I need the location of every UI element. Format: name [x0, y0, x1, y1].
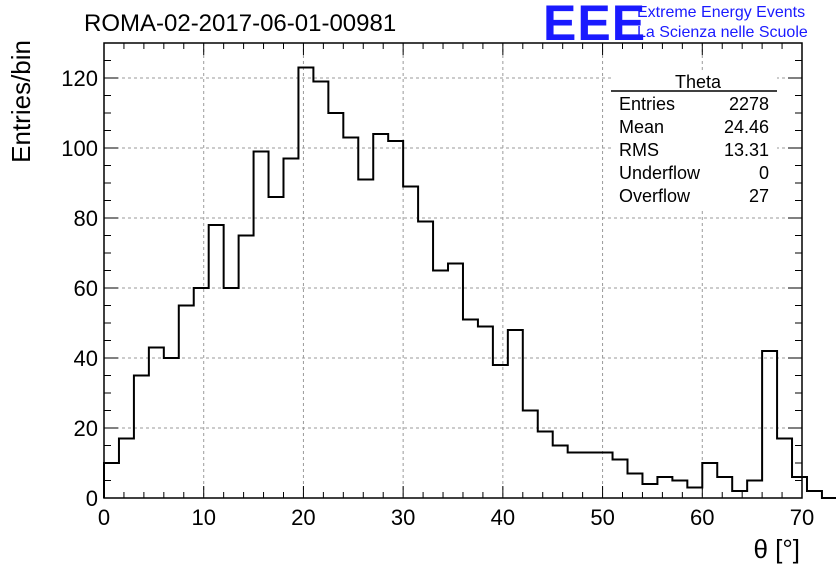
x-tick-label: 60	[690, 505, 714, 530]
histogram-bin	[642, 484, 657, 498]
histogram-bin	[493, 365, 508, 498]
histogram-bin	[807, 491, 822, 498]
histogram-bin	[373, 134, 388, 498]
histogram-bin	[717, 477, 732, 498]
eee-logo-line2: La Scienza nelle Scuole	[637, 24, 808, 41]
x-axis-title: θ [°]	[753, 534, 800, 564]
eee-logo: EEE	[543, 0, 647, 51]
histogram-bin	[538, 432, 553, 499]
histogram-bin	[179, 306, 194, 499]
y-tick-label: 80	[74, 206, 98, 231]
histogram-bin	[628, 474, 643, 499]
histogram-bin	[283, 159, 298, 499]
histogram-outline	[103, 66, 836, 499]
histogram-bin	[762, 351, 777, 498]
y-tick-label: 100	[61, 136, 98, 161]
histogram-bin	[463, 320, 478, 499]
histogram-bin	[523, 411, 538, 499]
histogram-bin	[164, 358, 179, 498]
histogram-bin	[388, 141, 403, 498]
histogram-bin	[657, 477, 672, 498]
stats-row-label: Overflow	[619, 186, 691, 206]
histogram-bin	[568, 453, 583, 499]
y-tick-label: 40	[74, 346, 98, 371]
eee-logo-line1: Extreme Energy Events	[637, 4, 806, 21]
histogram-bin	[583, 453, 598, 499]
histogram-series	[103, 66, 836, 499]
histogram-bin	[613, 460, 628, 499]
axes: 0 10 20 30 40 50 60 70 0 20 40 60 80 100 120	[61, 42, 814, 530]
histogram-bin	[134, 376, 149, 499]
grid	[104, 43, 802, 498]
x-tick-label: 30	[391, 505, 415, 530]
histogram-bin	[478, 327, 493, 499]
histogram-bin	[119, 439, 134, 499]
stats-row-value: 13.31	[724, 140, 769, 160]
stats-row-value: 24.46	[724, 117, 769, 137]
stats-box-background	[611, 70, 777, 210]
histogram-bin	[209, 225, 224, 498]
histogram-bin	[598, 453, 613, 499]
x-tick-label: 10	[191, 505, 215, 530]
histogram-bin	[298, 68, 313, 499]
histogram-bin	[553, 446, 568, 499]
histogram-bin	[672, 481, 687, 499]
stats-row-label: RMS	[619, 140, 659, 160]
histogram-bin	[313, 82, 328, 499]
histogram-bin	[687, 488, 702, 499]
x-tick-label: 20	[291, 505, 315, 530]
histogram-bin	[343, 138, 358, 499]
histogram-bin	[747, 481, 762, 499]
run-title: ROMA-02-2017-06-01-00981	[84, 10, 397, 37]
histogram-bin	[448, 264, 463, 499]
y-tick-label: 20	[74, 416, 98, 441]
histogram-bin	[418, 222, 433, 499]
y-tick-label: 60	[74, 276, 98, 301]
stats-row-label: Underflow	[619, 163, 701, 183]
y-axis-title: Entries/bin	[6, 40, 36, 163]
histogram-bin	[269, 197, 284, 498]
histogram-bin	[358, 180, 373, 499]
histogram-bin	[433, 271, 448, 499]
stats-row-label: Mean	[619, 117, 664, 137]
histogram-bin	[328, 113, 343, 498]
histogram-bin	[702, 463, 717, 498]
histogram-bin	[224, 288, 239, 498]
stats-row-label: Entries	[619, 94, 675, 114]
x-tick-label: 40	[491, 505, 515, 530]
stats-row-value: 0	[759, 163, 769, 183]
histogram-bin	[508, 330, 523, 498]
histogram-bin	[403, 187, 418, 499]
y-tick-label: 0	[86, 486, 98, 511]
x-tick-label: 70	[790, 505, 814, 530]
y-tick-label: 120	[61, 66, 98, 91]
histogram-bin	[732, 491, 747, 498]
stats-box-name: Theta	[675, 72, 722, 92]
stats-row-value: 27	[749, 186, 769, 206]
histogram-bin	[777, 439, 792, 499]
histogram-bin	[254, 152, 269, 499]
stats-row-value: 2278	[729, 94, 769, 114]
x-tick-label: 0	[98, 505, 110, 530]
histogram-bin	[239, 236, 254, 499]
histogram-bin	[194, 288, 209, 498]
x-tick-label: 50	[590, 505, 614, 530]
histogram-bin	[149, 348, 164, 499]
